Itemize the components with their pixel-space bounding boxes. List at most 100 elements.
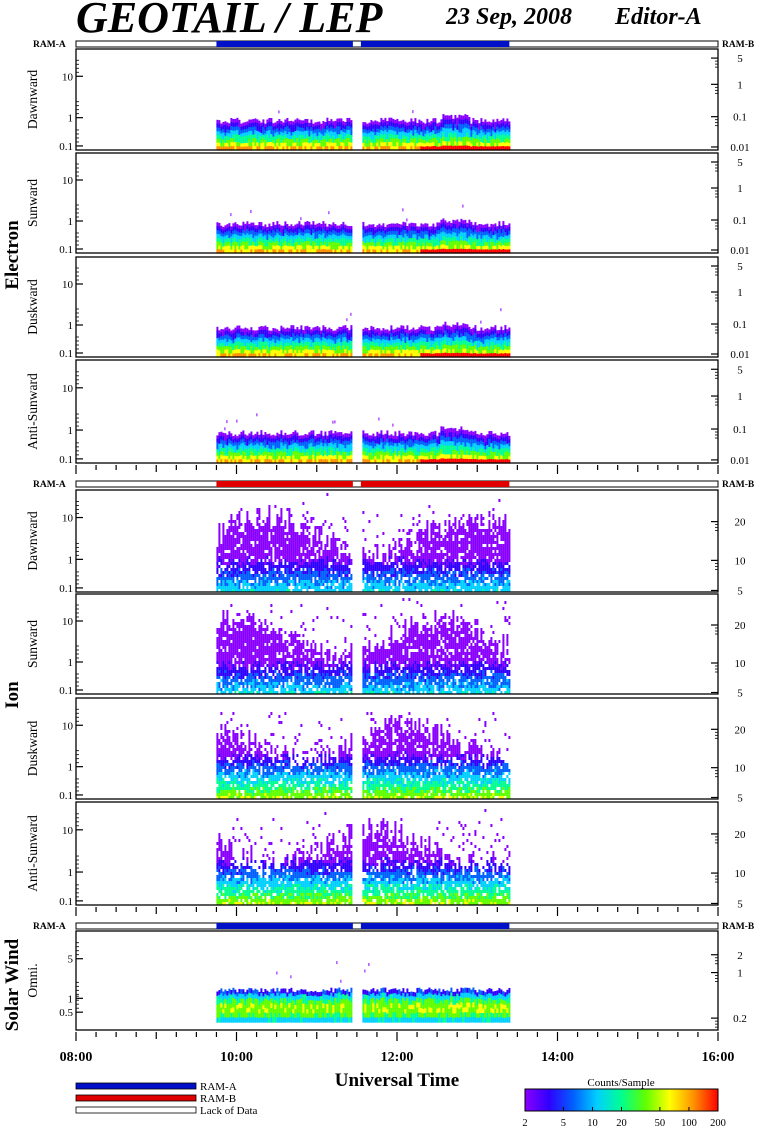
panel-frame: [75, 697, 719, 800]
left-tick-label: 10: [62, 71, 74, 83]
panel-dawnward: Dawnward 10 1 0.1 20 10 5: [25, 489, 747, 597]
left-tick-label: 5: [68, 954, 74, 966]
time-axis-ticks: [75, 907, 719, 916]
group-label: Ion: [2, 681, 23, 709]
right-tick-label: 1: [737, 183, 743, 195]
colorbar-tick-label: 50: [655, 1118, 666, 1128]
time-axis: 08:00 10:00 12:00 14:00 16:00 Universal Time: [60, 1050, 735, 1091]
colorbar-tick-label: 2: [522, 1118, 527, 1128]
left-tick-label: 0.1: [59, 141, 73, 153]
data-gap: [352, 258, 361, 356]
panel-label: Duskward: [25, 721, 40, 777]
figure-title: GEOTAIL / LEP: [76, 0, 383, 42]
left-tick-label: 0.1: [59, 454, 73, 466]
group-label: Electron: [2, 220, 23, 290]
legend-label: RAM-A: [200, 1081, 237, 1093]
panel-label: Duskward: [25, 279, 40, 335]
panel-label: Sunward: [25, 620, 40, 668]
left-tick-label: 1: [68, 657, 74, 669]
right-tick-label: 5: [737, 53, 743, 65]
right-tick-label: 0.1: [733, 112, 747, 124]
right-tick-label: 5: [737, 688, 743, 700]
right-tick-label: 20: [735, 620, 747, 632]
left-tick-label: 10: [62, 720, 74, 732]
right-tick-label: 20: [735, 829, 747, 841]
right-tick-label: 0.01: [730, 455, 749, 467]
mode-bar-label-right: RAM-B: [722, 40, 755, 50]
left-tick-label: 1: [68, 113, 74, 125]
data-gap: [352, 361, 361, 462]
legend-label: Lack of Data: [200, 1105, 258, 1117]
mode-bar-segment: [216, 923, 353, 929]
panel-frame: [75, 593, 719, 695]
mode-bar-segment: [360, 923, 510, 929]
right-tick-label: 20: [735, 517, 747, 529]
left-tick-label: 1: [68, 554, 74, 566]
right-tick-label: 5: [737, 792, 743, 804]
right-tick-label: 5: [737, 898, 743, 910]
left-tick-label: 1: [68, 216, 74, 228]
x-tick-label: 16:00: [702, 1050, 735, 1065]
right-tick-label: 0.1: [733, 319, 747, 331]
legend-swatch: [75, 1094, 197, 1102]
left-tick-label: 1: [68, 425, 74, 437]
mode-bar-label-right: RAM-B: [722, 922, 755, 932]
colorbar-tick-label: 100: [681, 1118, 697, 1128]
right-tick-label: 20: [735, 724, 747, 736]
left-tick-label: 10: [62, 825, 74, 837]
group-ion: RAM-A RAM-B Ion Dawnward 10 1 0.1 20 10 5 Sunward 1…: [2, 480, 755, 910]
mode-bar-label-right: RAM-B: [722, 480, 755, 490]
legend-swatch: [75, 1106, 197, 1114]
mode-bar: RAM-A RAM-B: [33, 40, 755, 50]
data-gap: [352, 803, 361, 904]
right-tick-label: 5: [737, 157, 743, 169]
left-tick-label: 1: [68, 762, 74, 774]
panel-duskward: Duskward 10 1 0.1 20 10 5: [25, 697, 747, 804]
right-tick-label: 0.01: [730, 142, 749, 154]
panel-anti-sunward: Anti-Sunward 10 1 0.1 5 1 0.1 0.01: [25, 359, 750, 467]
panel-label: Anti-Sunward: [25, 373, 40, 450]
right-tick-label: 5: [737, 364, 743, 376]
right-tick-label: 10: [735, 763, 747, 775]
mode-bar-segment: [216, 481, 353, 487]
panel-label: Sunward: [25, 179, 40, 227]
panel-label: Dawnward: [25, 511, 40, 570]
x-tick-label: 12:00: [381, 1050, 414, 1065]
right-tick-label: 10: [735, 868, 747, 880]
x-tick-label: 14:00: [541, 1050, 574, 1065]
mode-bar-segment: [360, 481, 510, 487]
group-solar-wind: RAM-A RAM-B Solar Wind Omni. 5 1 0.5 2 1 0.2: [2, 922, 755, 1031]
left-tick-label: 0.1: [59, 790, 73, 802]
right-tick-label: 1: [737, 968, 743, 980]
right-tick-label: 0.01: [730, 349, 749, 361]
right-tick-label: 10: [735, 555, 747, 567]
left-tick-label: 0.1: [59, 583, 73, 595]
right-tick-label: 1: [737, 287, 743, 299]
left-tick-label: 0.1: [59, 348, 73, 360]
panel-duskward: Duskward 10 1 0.1 5 1 0.1 0.01: [25, 256, 750, 361]
colorbar-tick-label: 200: [710, 1118, 726, 1128]
left-tick-label: 10: [62, 616, 74, 628]
data-gap: [352, 50, 361, 149]
panel-anti-sunward: Anti-Sunward 10 1 0.1 20 10 5: [25, 801, 747, 910]
panel-frame: [75, 359, 719, 464]
colorbar-tick-label: 5: [561, 1118, 566, 1128]
figure-date: 23 Sep, 2008: [446, 4, 572, 30]
left-tick-label: 10: [62, 279, 74, 291]
right-tick-label: 1: [737, 79, 743, 91]
panel-dawnward: Dawnward 10 1 0.1 5 1 0.1 0.01: [25, 48, 750, 154]
left-tick-label: 0.1: [59, 896, 73, 908]
panel-label: Dawnward: [25, 70, 40, 129]
colorbar: Counts/Sample 2 5 10 20 50 100 200: [522, 1077, 726, 1128]
right-tick-label: 5: [737, 585, 743, 597]
panel-label: Anti-Sunward: [25, 815, 40, 892]
mode-bar-segment: [360, 41, 510, 47]
right-tick-label: 0.2: [733, 1013, 747, 1025]
figure-editor: Editor-A: [615, 4, 702, 30]
mode-bar-segment: [216, 41, 353, 47]
mode-bar: RAM-A RAM-B: [33, 922, 755, 932]
x-tick-label: 10:00: [220, 1050, 253, 1065]
panel-sunward: Sunward 10 1 0.1 5 1 0.1 0.01: [25, 152, 750, 257]
